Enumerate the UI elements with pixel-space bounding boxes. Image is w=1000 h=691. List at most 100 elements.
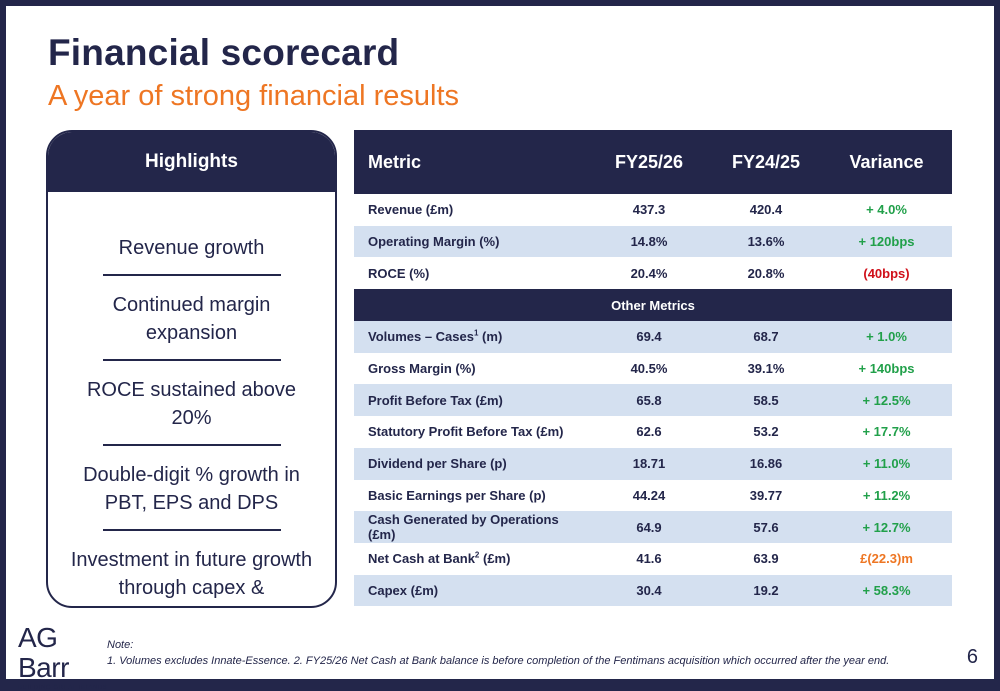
highlights-heading: Highlights	[48, 132, 335, 192]
footnote-marker: 1	[473, 329, 479, 339]
page-title: Financial scorecard	[48, 32, 400, 73]
logo-wordmark: AG Barr	[18, 622, 69, 683]
metric-cell: Profit Before Tax (£m)	[354, 384, 587, 417]
metric-label: Volumes – Cases	[368, 329, 474, 345]
variance-value: £(22.3)m	[860, 551, 913, 567]
metric-cell: Statutory Profit Before Tax (£m)	[354, 416, 587, 448]
column-header-fy2425: FY24/25	[711, 130, 821, 194]
fy2526-value: 18.71	[587, 447, 711, 480]
footnote-marker: 2	[474, 550, 480, 560]
metric-label: Capex (£m)	[368, 582, 439, 598]
footnote-text: 1. Volumes excludes Innate-Essence. 2. F…	[107, 655, 890, 667]
metric-cell: Capex (£m)	[354, 574, 587, 607]
fy2526-value: 30.4	[587, 574, 711, 607]
metric-label: Gross Margin (%)	[368, 361, 476, 377]
metric-unit: (m)	[478, 329, 503, 345]
metric-label: Net Cash at Bank	[368, 551, 475, 567]
table-row: Statutory Profit Before Tax (£m) 62.6 53.2…	[354, 416, 952, 448]
highlight-item: Continued margin expansion	[112, 294, 271, 344]
highlight-divider	[102, 359, 281, 361]
fy2526-value: 65.8	[587, 384, 711, 417]
fy2526-value: 41.6	[636, 551, 662, 567]
column-header-variance: Variance	[821, 130, 952, 194]
highlight-item: Double-digit % growth in PBT, EPS and DP…	[83, 464, 300, 514]
metric-cell: Operating Margin (%)	[354, 225, 587, 258]
metric-cell: Basic Earnings per Share (p)	[354, 480, 587, 512]
variance-value: + 11.2%	[862, 487, 911, 503]
highlights-list: Revenue growth Continued margin expansion…	[48, 192, 335, 606]
metric-cell: ROCE (%)	[354, 257, 587, 289]
variance-value: + 17.7%	[862, 424, 911, 440]
table-row: Gross Margin (%) 40.5% 39.1% + 140bps	[354, 353, 952, 385]
slide: Financial scorecard A year of strong fin…	[6, 6, 994, 691]
fy2425-value: 39.1%	[747, 361, 785, 377]
fy2526-value: 62.6	[636, 424, 662, 440]
metric-cell: Cash Generated by Operations (£m)	[354, 511, 587, 543]
variance-value: + 58.3%	[821, 574, 952, 607]
table-header-row: Metric FY25/26 FY24/25 Variance	[354, 130, 952, 194]
fy2425-value: 58.5	[711, 384, 821, 417]
other-metrics-header-row: Other Metrics	[354, 289, 952, 322]
page-number: 6	[966, 646, 978, 668]
fy2526-value: 44.24	[632, 487, 666, 503]
table-row: Profit Before Tax (£m) 65.8 58.5 + 12.5%	[354, 384, 952, 417]
fy2425-value: 57.6	[711, 511, 821, 543]
variance-value: + 11.0%	[821, 447, 952, 480]
fy2526-value: 437.3	[632, 202, 666, 218]
variance-value: + 4.0%	[866, 202, 907, 218]
table-row: Revenue (£m) 437.3 420.4 + 4.0%	[354, 194, 952, 226]
fy2425-value: 19.2	[711, 574, 821, 607]
fy2526-value: 40.5%	[630, 361, 668, 377]
metric-label: Profit Before Tax (£m)	[368, 392, 503, 408]
table-row: Capex (£m) 30.4 19.2 + 58.3%	[354, 574, 952, 607]
metric-cell: Revenue (£m)	[354, 194, 587, 226]
fy2425-value: 39.77	[749, 487, 783, 503]
metric-unit: (£m)	[479, 551, 511, 567]
fy2526-value: 14.8%	[587, 225, 711, 258]
metric-cell: Net Cash at Bank2 (£m)	[354, 543, 587, 575]
variance-value: + 12.5%	[821, 384, 952, 417]
fy2526-value: 64.9	[587, 511, 711, 543]
metric-label: Operating Margin (%)	[368, 234, 500, 250]
fy2526-value: 69.4	[587, 321, 711, 353]
metric-label: Dividend per Share (p)	[368, 456, 507, 472]
metric-cell: Gross Margin (%)	[354, 353, 587, 385]
page-subtitle: A year of strong financial results	[48, 80, 460, 112]
metric-label: Revenue (£m)	[368, 202, 454, 218]
scorecard-table: Metric FY25/26 FY24/25 Variance Revenue …	[354, 130, 952, 607]
highlight-divider	[102, 529, 281, 531]
highlight-divider	[102, 274, 281, 276]
metric-label: Cash Generated by Operations (£m)	[368, 512, 559, 543]
metric-label: Statutory Profit Before Tax (£m)	[368, 424, 564, 440]
highlight-item: ROCE sustained above 20%	[86, 379, 296, 429]
highlights-panel: Highlights Revenue growth Continued margi…	[46, 130, 337, 608]
highlight-item: Revenue growth	[118, 237, 265, 259]
highlight-divider	[102, 444, 281, 446]
table-row: Dividend per Share (p) 18.71 16.86 + 11.0%	[354, 447, 952, 480]
other-metrics-heading: Other Metrics	[354, 289, 952, 322]
variance-value: (40bps)	[863, 265, 910, 281]
variance-value: + 12.7%	[821, 511, 952, 543]
company-logo: AG Barr BUILDING GREAT BRANDS	[18, 622, 108, 691]
column-header-metric: Metric	[354, 130, 587, 194]
fy2425-value: 13.6%	[711, 225, 821, 258]
table-row: Cash Generated by Operations (£m) 64.9 57.…	[354, 511, 952, 543]
logo-tagline: BUILDING GREAT BRANDS	[18, 685, 108, 691]
fy2425-value: 63.9	[753, 551, 779, 567]
variance-value: + 1.0%	[821, 321, 952, 353]
variance-value: + 120bps	[821, 225, 952, 258]
variance-value: + 140bps	[858, 361, 915, 377]
table-row: Net Cash at Bank2 (£m) 41.6 63.9 £(22.3)m	[354, 543, 952, 575]
metric-label: Basic Earnings per Share (p)	[368, 487, 546, 503]
column-header-fy2526: FY25/26	[587, 130, 711, 194]
metric-label: ROCE (%)	[368, 265, 430, 281]
metric-cell: Dividend per Share (p)	[354, 447, 587, 480]
footnote-label: Note:	[107, 639, 134, 651]
fy2425-value: 68.7	[711, 321, 821, 353]
highlight-item: Investment in future growth through cape…	[70, 549, 313, 606]
table-row: ROCE (%) 20.4% 20.8% (40bps)	[354, 257, 952, 289]
table-row: Operating Margin (%) 14.8% 13.6% + 120bps	[354, 225, 952, 258]
fy2425-value: 16.86	[711, 447, 821, 480]
footnote: Note: 1. Volumes excludes Innate-Essence…	[107, 637, 889, 669]
fy2425-value: 53.2	[753, 424, 779, 440]
